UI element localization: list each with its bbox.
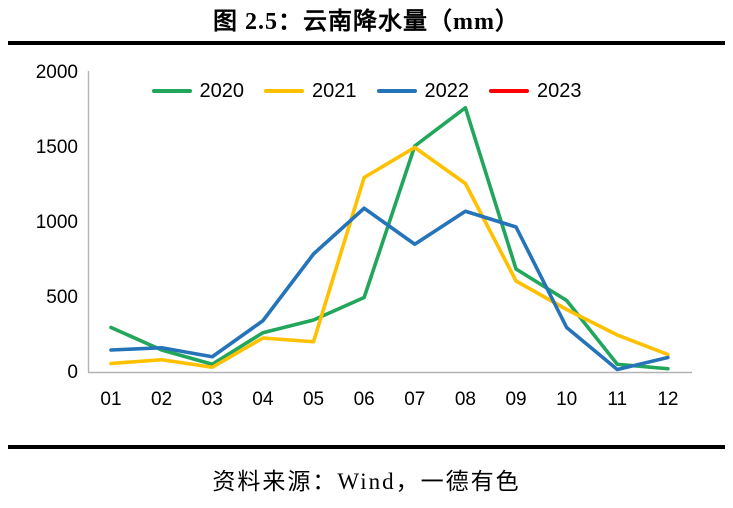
x-tick-label: 08	[455, 389, 476, 410]
legend-label: 2022	[424, 80, 470, 102]
x-tick-label: 09	[505, 389, 526, 410]
top-rule	[8, 41, 725, 45]
bottom-rule	[8, 445, 725, 449]
x-tick-label: 02	[151, 389, 172, 410]
legend-label: 2023	[537, 80, 582, 102]
plot-area: 0 500 1000 1500 2000 01 02 03 04 05 06 07 08 09 10 11 12	[36, 62, 692, 410]
legend-item-2021: 2021	[264, 79, 357, 103]
y-tick-label: 2000	[36, 62, 78, 83]
y-tick-label: 0	[67, 362, 78, 383]
x-tick-label: 11	[607, 389, 627, 410]
series-line-2021	[109, 145, 670, 370]
figure-title: 图 2.5：云南降水量（mm）	[213, 9, 520, 35]
legend-swatch-2023	[489, 89, 529, 93]
y-tick-label: 1500	[36, 137, 78, 158]
x-tick-label: 07	[404, 389, 425, 410]
x-tick-label: 12	[657, 389, 678, 410]
series-line-2020	[109, 105, 670, 371]
legend-swatch-2022	[376, 89, 417, 93]
legend-label: 2020	[199, 80, 245, 102]
legend: 2020 2021 2022 2023	[0, 79, 733, 103]
source-note: 资料来源：Wind，一德有色	[212, 469, 521, 494]
series-line-2022	[109, 206, 670, 372]
x-tick-label: 05	[303, 389, 324, 410]
y-tick-label: 1000	[36, 212, 78, 233]
y-tick-label: 500	[46, 287, 78, 308]
legend-item-2020: 2020	[151, 79, 245, 103]
line-chart: 0 500 1000 1500 2000 01 02 03 04 05 06 07 08 09 10 11 12…	[0, 45, 733, 445]
legend-label: 2021	[312, 80, 357, 102]
legend-item-2022: 2022	[376, 79, 470, 103]
x-tick-label: 03	[202, 389, 223, 410]
legend-swatch-2020	[151, 89, 192, 93]
legend-swatch-2021	[264, 89, 304, 93]
x-tick-label: 04	[252, 389, 274, 410]
x-tick-label: 01	[100, 389, 121, 410]
legend-item-2023: 2023	[489, 79, 582, 103]
x-tick-label: 06	[354, 389, 375, 410]
x-tick-label: 10	[556, 389, 577, 410]
